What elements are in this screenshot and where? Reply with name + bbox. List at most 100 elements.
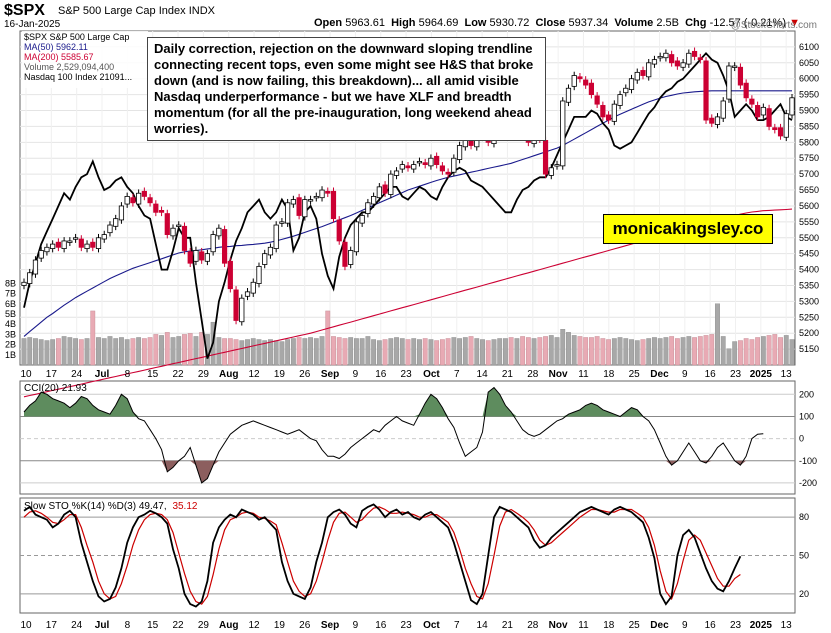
stoch-tick-label: 80 [799, 512, 809, 522]
volume-bar [325, 310, 331, 366]
x-tick-label-bottom: 8 [125, 620, 131, 631]
candle-body [422, 162, 428, 165]
x-tick-label: Aug [219, 369, 238, 380]
volume-bar [216, 337, 222, 366]
candle-body [158, 210, 165, 213]
x-tick-label: 26 [299, 369, 311, 380]
candle-body [434, 155, 440, 166]
candle-body [348, 250, 354, 265]
candle-body [216, 227, 222, 237]
candle-body [330, 190, 337, 220]
volume-bar [101, 338, 107, 366]
volume-bar [629, 339, 634, 366]
candle-body [393, 170, 400, 176]
x-tick-label-bottom: 23 [401, 620, 413, 631]
price-tick-label: 5250 [799, 312, 819, 322]
candle-body [38, 250, 44, 259]
candle-body [279, 221, 285, 224]
volume-bar [485, 340, 491, 366]
volume-bar [170, 337, 176, 366]
volume-bar [187, 333, 193, 366]
price-tick-label: 5800 [799, 137, 819, 147]
candle-body [307, 199, 314, 202]
cci-oversold-fill [24, 460, 792, 483]
volume-bar [90, 310, 96, 366]
stoch-k-line [23, 503, 742, 608]
candle-body [273, 224, 279, 249]
volume-bar [755, 337, 761, 366]
candle-body [113, 218, 119, 227]
candle-body [325, 190, 331, 194]
x-tick-label-bottom: 25 [629, 620, 641, 631]
candle-body [399, 164, 405, 170]
candle-body [703, 60, 709, 121]
volume-bar [119, 337, 124, 366]
volume-bar [313, 338, 319, 366]
candle-body [313, 196, 319, 199]
candle-body [760, 106, 766, 116]
volume-bar [233, 339, 239, 366]
volume-bar [457, 338, 462, 366]
candle-body [605, 114, 612, 121]
close-label: Close [535, 17, 566, 29]
x-tick-label-bottom: Jul [95, 620, 110, 631]
x-tick-label: 19 [274, 369, 286, 380]
candle-body [210, 234, 216, 253]
cci-line [23, 386, 764, 484]
x-tick-label-bottom: 23 [730, 620, 742, 631]
x-tick-label: Dec [650, 369, 669, 380]
volume-bar [611, 338, 617, 366]
candle-body [542, 140, 549, 175]
candle-body [342, 241, 348, 267]
volume-bar [738, 340, 743, 366]
price-tick-label: 5200 [799, 328, 819, 338]
x-tick-label-bottom: 9 [353, 620, 359, 631]
x-tick-label: Oct [423, 369, 440, 380]
x-tick-label-bottom: Nov [549, 620, 568, 631]
nasdaq-overlay-line [23, 51, 793, 359]
candle-body [176, 224, 182, 227]
volume-bar [262, 340, 268, 366]
candle-body [267, 246, 274, 256]
volume-bar [462, 337, 468, 366]
candle-body [153, 203, 159, 213]
x-tick-label-bottom: 10 [20, 620, 32, 631]
ohlc-readout: Open 5963.61 High 5964.69 Low 5930.72 Cl… [314, 17, 800, 29]
x-tick-label: 11 [578, 369, 589, 380]
high-label: High [391, 17, 416, 29]
candle-body [193, 250, 199, 262]
volume-bar [250, 338, 256, 366]
x-tick-label-bottom: Oct [423, 620, 440, 631]
candle-body [657, 56, 663, 59]
change-value: -12.57 (-0.21%) [709, 17, 786, 29]
candle-body [359, 215, 365, 224]
candle-body [90, 241, 96, 248]
candle-body [250, 281, 256, 294]
x-tick-label: 23 [730, 369, 742, 380]
volume-bar [445, 338, 451, 366]
volume-bar [331, 336, 336, 366]
volume-bar [411, 338, 417, 366]
candle-body [548, 167, 554, 176]
candle-body [588, 82, 595, 96]
candle-body [233, 289, 239, 321]
volume-bar [256, 339, 262, 366]
candle-body [766, 108, 772, 127]
volume-bar [159, 335, 164, 366]
volume-tick-label: 7B [5, 289, 16, 299]
legend-volume: Volume 2,529,094,400 [24, 62, 114, 72]
close-value: 5937.34 [568, 17, 609, 29]
candle-body [737, 66, 744, 86]
volume-bar [508, 337, 514, 366]
candle-body [181, 225, 188, 251]
volume-bar [766, 335, 772, 366]
volume-tick-label: 1B [5, 350, 16, 360]
volume-bar [107, 336, 113, 366]
volume-bar [147, 337, 153, 366]
volume-bar [720, 336, 726, 366]
volume-bar [783, 335, 789, 366]
volume-bar [21, 338, 27, 366]
candle-body [451, 157, 457, 173]
candle-body [565, 87, 572, 103]
candle-body [353, 221, 360, 253]
